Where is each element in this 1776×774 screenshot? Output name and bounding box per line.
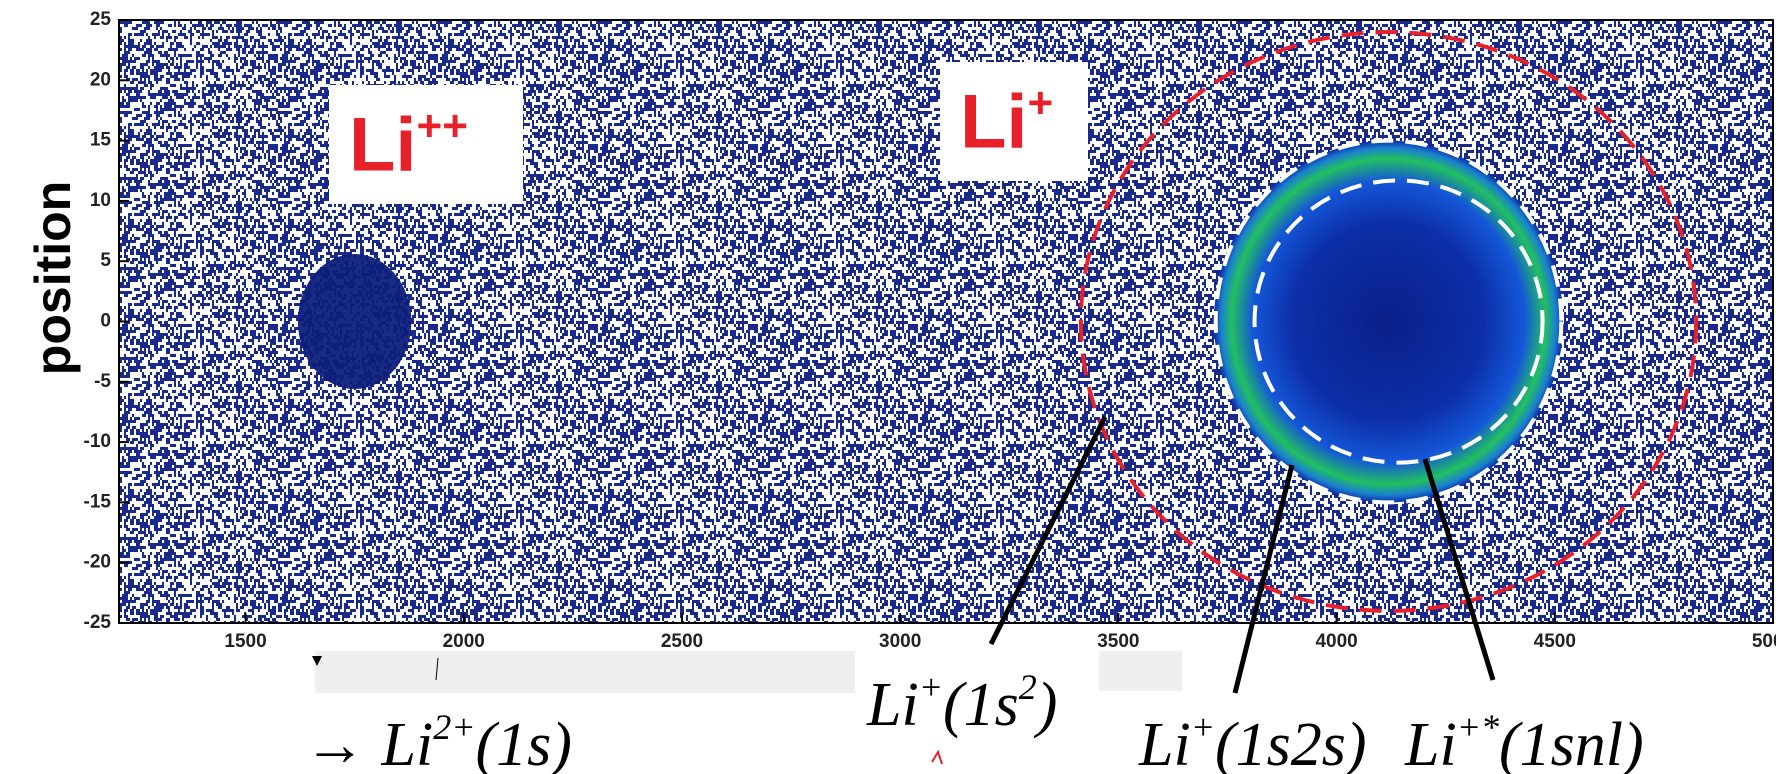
- superscript: 2: [1019, 667, 1037, 707]
- species-charge: +: [1028, 79, 1054, 128]
- y-tick-label: -25: [84, 612, 112, 633]
- y-tick-label: 5: [100, 250, 111, 271]
- annotation-text: → Li: [304, 711, 433, 774]
- annotation-text: Li: [866, 671, 919, 739]
- species-name: Li: [349, 103, 417, 188]
- y-tick-label: -5: [94, 371, 111, 392]
- x-tick-label: 3000: [879, 631, 921, 652]
- x-tick-label: 1500: [224, 631, 266, 652]
- superscript: 2+: [433, 707, 475, 747]
- page: position -25 -20 -15 -10 -5 0 5 10 15 20 25 1500 200…: [0, 0, 1776, 774]
- superscript: +*: [1457, 707, 1499, 747]
- gray-box: [315, 651, 855, 693]
- blob: [298, 254, 411, 389]
- x-tick-label: 2500: [661, 631, 703, 652]
- x-tick-label: 2000: [443, 631, 485, 652]
- x-tick-label: 5000: [1752, 631, 1776, 652]
- species-name: Li: [960, 80, 1028, 165]
- annotation-text: (1s): [476, 711, 572, 774]
- y-tick-label: 15: [90, 130, 112, 151]
- y-tick-label: -20: [84, 552, 111, 573]
- annotation-text: Li: [1404, 711, 1457, 774]
- y-tick-label: 25: [90, 9, 112, 30]
- state-annotation: → Li2+(1s): [304, 707, 572, 774]
- y-tick-label: 10: [90, 190, 111, 211]
- y-axis-label: position: [25, 181, 81, 375]
- gray-box: [1099, 651, 1182, 691]
- chart: position -25 -20 -15 -10 -5 0 5 10 15 20 25 1500 200…: [0, 0, 1776, 774]
- y-tick-label: -10: [84, 431, 111, 452]
- annotation-text: Li: [1138, 711, 1191, 774]
- annotation-text: (1s2s): [1215, 711, 1367, 774]
- y-tick-label: 0: [100, 311, 111, 332]
- state-annotation: Li+(1s2): [866, 667, 1057, 739]
- species-charge: ++: [417, 102, 468, 151]
- annotation-text: (1snl): [1499, 711, 1644, 774]
- state-annotation: Li+*(1snl): [1404, 707, 1644, 774]
- y-tick-label: 20: [90, 69, 111, 90]
- x-tick-label: 4000: [1315, 631, 1357, 652]
- y-tick-label: -15: [84, 491, 112, 512]
- superscript: +: [1191, 707, 1215, 747]
- annotation-text: (1s: [943, 671, 1019, 739]
- x-tick-label: 3500: [1097, 631, 1139, 652]
- state-annotation: Li+(1s2s): [1138, 707, 1367, 774]
- x-tick-label: 4500: [1534, 631, 1576, 652]
- superscript: +: [919, 667, 943, 707]
- annotation-text: ): [1034, 671, 1058, 739]
- arrow-mark: [932, 752, 942, 764]
